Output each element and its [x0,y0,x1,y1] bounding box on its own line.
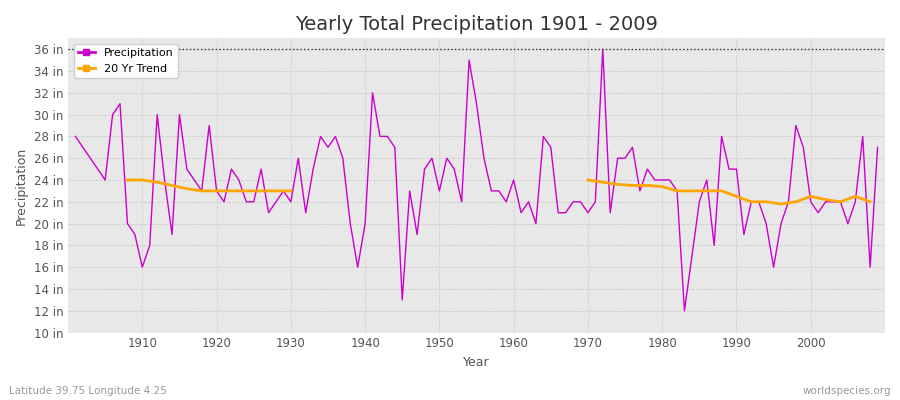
Legend: Precipitation, 20 Yr Trend: Precipitation, 20 Yr Trend [74,44,178,78]
X-axis label: Year: Year [464,356,490,369]
Title: Yearly Total Precipitation 1901 - 2009: Yearly Total Precipitation 1901 - 2009 [295,15,658,34]
Text: worldspecies.org: worldspecies.org [803,386,891,396]
Y-axis label: Precipitation: Precipitation [15,146,28,224]
Text: Latitude 39.75 Longitude 4.25: Latitude 39.75 Longitude 4.25 [9,386,166,396]
